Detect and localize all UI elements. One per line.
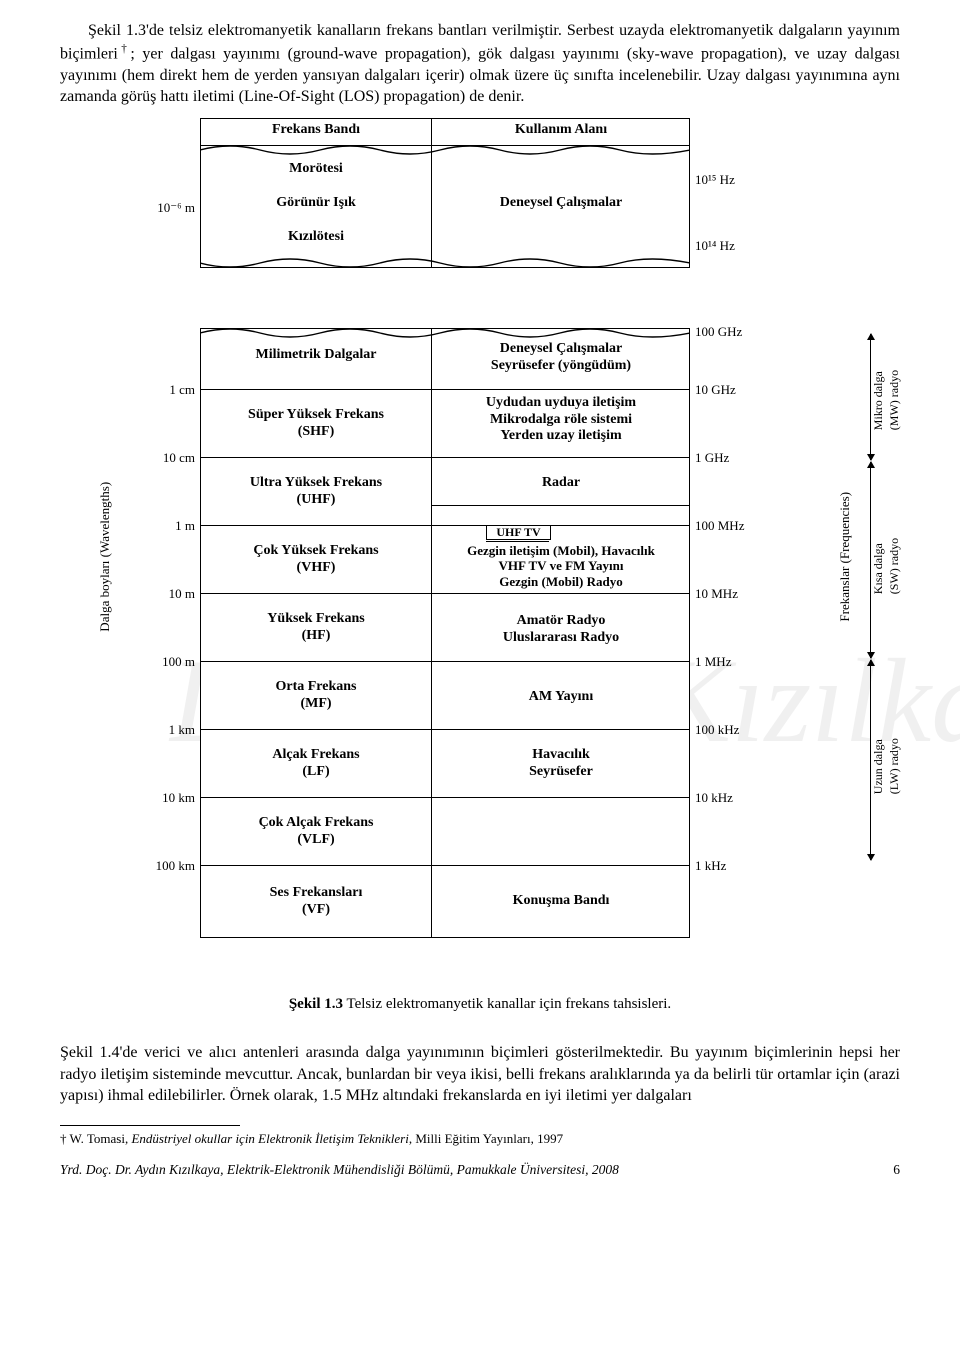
- caption-bold: Şekil 1.3: [289, 996, 343, 1012]
- top-ltick: 10⁻⁶ m: [135, 199, 195, 217]
- figure-caption: Şekil 1.3 Telsiz elektromanyetik kanalla…: [60, 994, 900, 1014]
- mr-5: Amatör Radyo Uluslararası Radyo: [431, 613, 691, 647]
- top-rtick-0: 10¹⁵ Hz: [695, 171, 765, 189]
- ml-3: Çok Yüksek Frekans (VHF): [201, 543, 431, 577]
- mr-9: Konuşma Bandı: [431, 893, 691, 910]
- hr-4: [201, 661, 689, 662]
- footnote-rule: [60, 1125, 240, 1126]
- caption-text: Telsiz elektromanyetik kanallar için fre…: [343, 996, 671, 1012]
- hr-0: [201, 389, 689, 390]
- ml-6: Alçak Frekans (LF): [201, 747, 431, 781]
- top-rtick-1: 10¹⁴ Hz: [695, 237, 765, 255]
- fn-post: , Milli Eğitim Yayınları, 1997: [409, 1131, 563, 1146]
- dagger-ref: †: [118, 43, 131, 55]
- page-footer: Yrd. Doç. Dr. Aydın Kızılkaya, Elektrik-…: [60, 1161, 900, 1179]
- rt-8: 1 kHz: [695, 857, 765, 875]
- hr-uhftv: [486, 541, 549, 542]
- footer-text: Yrd. Doç. Dr. Aydın Kızılkaya, Elektrik-…: [60, 1161, 619, 1179]
- hr-7: [201, 865, 689, 866]
- mr-1: Uydudan uyduya iletişim Mikrodalga röle …: [431, 395, 691, 445]
- page-number: 6: [893, 1161, 900, 1179]
- top-divider: [431, 119, 432, 267]
- lt-4: 100 m: [135, 653, 195, 671]
- top-right: Deneysel Çalışmalar: [431, 195, 691, 212]
- hr-1: [201, 457, 689, 458]
- rt-0: 100 GHz: [695, 323, 765, 341]
- ml-0: Milimetrik Dalgalar: [201, 347, 431, 364]
- spectrum-chart: Frekans Bandı Kullanım Alanı Morötesi Gö…: [140, 118, 760, 978]
- left-axis-label: Dalga boyları (Wavelengths): [96, 482, 114, 632]
- mr-2: Radar: [431, 475, 691, 492]
- footnote: † W. Tomasi, Endüstriyel okullar için El…: [60, 1130, 900, 1148]
- hr-1b: [431, 505, 689, 506]
- hr-6: [201, 797, 689, 798]
- fn-pre: † W. Tomasi,: [60, 1131, 131, 1146]
- p1b: ; yer dalgası yayınımı (ground-wave prop…: [60, 45, 900, 105]
- range-bars: Mikro dalga (MW) radyo Kısa dalga (SW) r…: [840, 118, 950, 978]
- mr-7: Havacılık Seyrüsefer: [431, 747, 691, 781]
- lt-3: 10 m: [135, 585, 195, 603]
- closing-paragraph: Şekil 1.4'de verici ve alıcı antenleri a…: [60, 1042, 900, 1107]
- lt-2: 1 m: [135, 517, 195, 535]
- intro-paragraph: Şekil 1.3'de telsiz elektromanyetik kana…: [60, 20, 900, 108]
- range-sw-label: Kısa dalga (SW) radyo: [870, 538, 902, 594]
- top-left-0: Morötesi: [201, 161, 431, 178]
- lt-0: 1 cm: [135, 381, 195, 399]
- top-head-right: Kullanım Alanı: [431, 122, 691, 139]
- top-block: Frekans Bandı Kullanım Alanı Morötesi Gö…: [200, 118, 690, 268]
- top-left-2: Kızılötesi: [201, 229, 431, 246]
- ml-1: Süper Yüksek Frekans (SHF): [201, 407, 431, 441]
- rt-3: 100 MHz: [695, 517, 765, 535]
- range-mw-label: Mikro dalga (MW) radyo: [870, 370, 902, 430]
- top-head-left: Frekans Bandı: [201, 122, 431, 139]
- ml-2: Ultra Yüksek Frekans (UHF): [201, 475, 431, 509]
- figure-1-3: Dalga boyları (Wavelengths) Frekanslar (…: [60, 118, 900, 988]
- range-lw-label: Uzun dalga (LW) radyo: [870, 738, 902, 794]
- ml-8: Ses Frekansları (VF): [201, 885, 431, 919]
- mr-6: AM Yayını: [431, 689, 691, 706]
- ml-7: Çok Alçak Frekans (VLF): [201, 815, 431, 849]
- mr-0: Deneysel Çalışmalar Seyrüsefer (yöngüdüm…: [431, 341, 691, 375]
- fn-it: Endüstriyel okullar için Elektronik İlet…: [131, 1131, 408, 1146]
- rt-6: 100 kHz: [695, 721, 765, 739]
- mr-4: Gezgin iletişim (Mobil), Havacılık VHF T…: [431, 543, 691, 590]
- main-block: Milimetrik Dalgalar Süper Yüksek Frekans…: [200, 328, 690, 938]
- lt-6: 10 km: [135, 789, 195, 807]
- hr-3: [201, 593, 689, 594]
- top-left-1: Görünür Işık: [201, 195, 431, 212]
- lt-5: 1 km: [135, 721, 195, 739]
- ml-5: Orta Frekans (MF): [201, 679, 431, 713]
- mr-uhftv: UHF TV: [486, 525, 551, 540]
- hr-5: [201, 729, 689, 730]
- lt-1: 10 cm: [135, 449, 195, 467]
- lt-7: 100 km: [135, 857, 195, 875]
- ml-4: Yüksek Frekans (HF): [201, 611, 431, 645]
- rt-7: 10 kHz: [695, 789, 765, 807]
- rt-1: 10 GHz: [695, 381, 765, 399]
- hr-2: [201, 525, 689, 526]
- rt-5: 1 MHz: [695, 653, 765, 671]
- rt-4: 10 MHz: [695, 585, 765, 603]
- rt-2: 1 GHz: [695, 449, 765, 467]
